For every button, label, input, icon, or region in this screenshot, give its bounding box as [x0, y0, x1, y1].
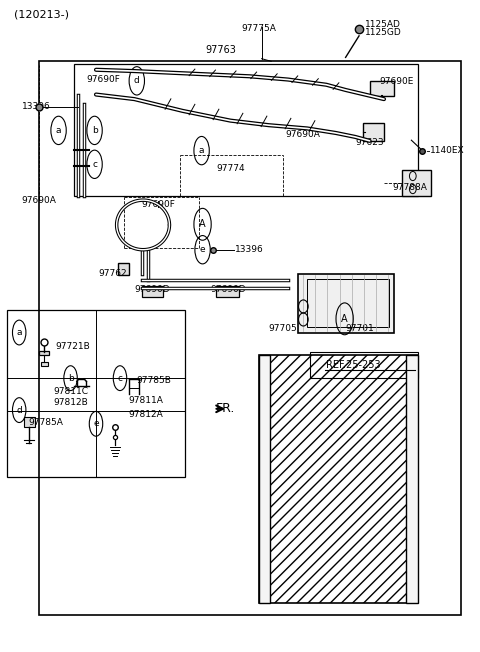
Text: FR.: FR. [216, 402, 235, 415]
Text: c: c [92, 160, 97, 169]
Text: 97775A: 97775A [242, 24, 276, 33]
Bar [363, 123, 384, 141]
Text: 97785B: 97785B [137, 376, 172, 385]
Bar [216, 286, 239, 297]
Text: 97690F: 97690F [142, 200, 175, 209]
Text: 97623: 97623 [355, 138, 384, 147]
Text: a: a [16, 328, 22, 337]
Bar [39, 61, 461, 615]
Bar [307, 279, 389, 327]
Text: 97690D: 97690D [210, 285, 246, 294]
Text: A: A [199, 219, 206, 230]
Text: a: a [56, 126, 61, 135]
Text: d: d [134, 76, 140, 85]
Text: 97811A: 97811A [129, 396, 164, 405]
Text: 97705: 97705 [269, 324, 298, 333]
Bar [41, 362, 48, 366]
Text: 97812A: 97812A [129, 410, 163, 419]
Text: 97811C: 97811C [54, 387, 89, 396]
Text: 97690E: 97690E [379, 77, 414, 86]
Text: (120213-): (120213-) [14, 10, 70, 20]
Bar [259, 355, 418, 603]
Text: b: b [92, 126, 97, 135]
Text: b: b [68, 374, 73, 383]
Bar [406, 355, 418, 603]
Bar [142, 286, 163, 297]
Bar [310, 352, 418, 378]
Bar [24, 417, 35, 427]
Bar [402, 170, 431, 196]
Text: 1140EX: 1140EX [430, 146, 464, 155]
Bar [298, 274, 394, 333]
Bar [259, 355, 270, 603]
Bar [39, 351, 49, 355]
Text: 97763: 97763 [205, 44, 236, 55]
Text: 97762: 97762 [98, 269, 127, 278]
Bar [7, 310, 185, 477]
Text: 97785A: 97785A [29, 418, 64, 427]
Text: 13396: 13396 [22, 102, 50, 111]
Text: 97690A: 97690A [286, 130, 321, 140]
Text: 97788A: 97788A [392, 183, 427, 192]
Bar [74, 64, 418, 196]
Text: 97721B: 97721B [55, 342, 90, 351]
Text: 13396: 13396 [235, 245, 264, 254]
Bar [370, 82, 394, 96]
Text: REF.25-253: REF.25-253 [326, 360, 381, 370]
Text: 97690A: 97690A [22, 196, 57, 205]
Text: A: A [341, 314, 348, 324]
Text: d: d [16, 406, 22, 415]
Text: 97812B: 97812B [54, 398, 88, 408]
Text: e: e [200, 245, 205, 254]
Text: 1125GD: 1125GD [365, 28, 402, 37]
Bar [118, 263, 129, 275]
Text: e: e [93, 419, 99, 428]
Bar [269, 355, 407, 603]
Text: 97690D: 97690D [135, 285, 170, 294]
Text: 97701: 97701 [346, 324, 374, 333]
Text: 97774: 97774 [216, 164, 245, 173]
Text: 97690F: 97690F [86, 75, 120, 84]
Text: 1125AD: 1125AD [365, 20, 401, 29]
Text: c: c [118, 374, 122, 383]
Text: a: a [199, 146, 204, 155]
